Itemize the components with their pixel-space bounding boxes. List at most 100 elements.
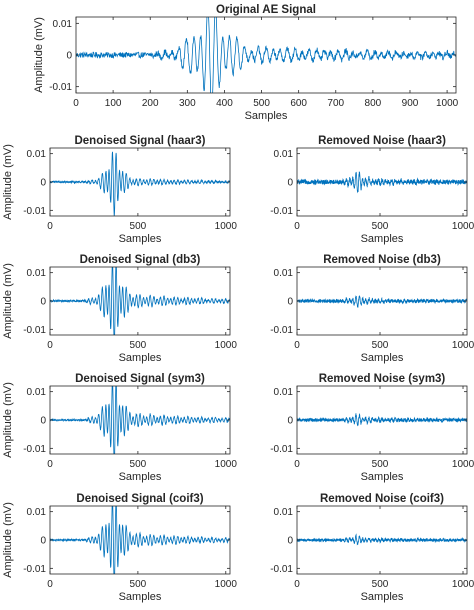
series-line: [297, 413, 467, 427]
x-tick-label: 0: [47, 340, 53, 351]
x-tick-label: 1000: [452, 340, 474, 351]
x-tick-label: 500: [130, 340, 147, 351]
y-axis-label: Amplitude (mV): [2, 263, 14, 339]
y-tick-label: -0.01: [270, 564, 293, 575]
y-tick-label: 0: [287, 178, 293, 189]
y-tick-label: 0: [40, 178, 46, 189]
chart-title: Removed Noise (haar3): [318, 135, 446, 147]
x-tick-label: 1000: [452, 221, 474, 232]
x-tick-label: 1000: [215, 459, 238, 470]
y-tick-label: 0: [66, 51, 72, 62]
y-tick-label: 0.01: [27, 149, 47, 160]
chart-title: Denoised Signal (sym3): [75, 373, 205, 385]
x-axis-label: Samples: [245, 110, 288, 122]
x-tick-label: 0: [294, 579, 300, 590]
y-tick-label: 0.01: [274, 268, 294, 279]
x-tick-label: 0: [294, 340, 300, 351]
x-tick-label: 0: [47, 459, 53, 470]
x-axis-label: Samples: [361, 352, 404, 364]
x-tick-label: 400: [216, 98, 233, 109]
chart-title: Original AE Signal: [216, 4, 316, 16]
x-tick-label: 500: [253, 98, 270, 109]
x-tick-label: 100: [105, 98, 122, 109]
x-tick-label: 500: [372, 340, 389, 351]
x-tick-label: 0: [73, 98, 79, 109]
y-tick-label: -0.01: [23, 325, 46, 336]
x-tick-label: 1000: [215, 579, 238, 590]
x-tick-label: 500: [130, 579, 147, 590]
x-tick-label: 700: [327, 98, 344, 109]
y-tick-label: 0.01: [27, 387, 47, 398]
x-axis-label: Samples: [361, 233, 404, 245]
x-tick-label: 1000: [215, 340, 238, 351]
x-tick-label: 300: [179, 98, 196, 109]
x-tick-label: 1000: [452, 579, 474, 590]
x-tick-label: 0: [47, 221, 53, 232]
y-tick-label: 0: [40, 416, 46, 427]
x-axis-label: Samples: [361, 591, 404, 603]
y-tick-label: 0.01: [27, 507, 47, 518]
x-tick-label: 1000: [452, 459, 474, 470]
y-tick-label: -0.01: [23, 444, 46, 455]
y-tick-label: 0.01: [27, 268, 47, 279]
x-axis-label: Samples: [119, 352, 162, 364]
x-tick-label: 500: [372, 221, 389, 232]
chart-title: Removed Noise (coif3): [320, 493, 444, 505]
series-line: [297, 295, 467, 308]
y-tick-label: 0: [40, 297, 46, 308]
y-tick-label: 0.01: [274, 387, 294, 398]
y-axis-label: Amplitude (mV): [2, 502, 14, 578]
y-axis-label: Amplitude (mV): [33, 17, 45, 93]
y-tick-label: 0: [287, 416, 293, 427]
x-tick-label: 1000: [436, 98, 459, 109]
y-tick-label: -0.01: [270, 206, 293, 217]
series-line: [50, 267, 230, 335]
x-tick-label: 500: [130, 221, 147, 232]
chart-title: Denoised Signal (db3): [80, 254, 201, 266]
series-line: [50, 386, 230, 454]
y-axis-label: Amplitude (mV): [2, 382, 14, 458]
chart-title: Removed Noise (sym3): [319, 373, 446, 385]
x-axis-label: Samples: [119, 233, 162, 245]
y-tick-label: -0.01: [23, 206, 46, 217]
y-tick-label: -0.01: [270, 444, 293, 455]
x-tick-label: 900: [402, 98, 419, 109]
x-axis-label: Samples: [119, 591, 162, 603]
y-tick-label: 0.01: [274, 507, 294, 518]
y-tick-label: 0.01: [53, 19, 73, 30]
series-line: [297, 533, 467, 546]
x-tick-label: 0: [47, 579, 53, 590]
x-axis-label: Samples: [361, 471, 404, 483]
x-tick-label: 0: [294, 221, 300, 232]
y-tick-label: 0.01: [274, 149, 294, 160]
chart-title: Denoised Signal (coif3): [76, 493, 203, 505]
series-line: [76, 17, 456, 93]
x-tick-label: 500: [130, 459, 147, 470]
y-tick-label: 0: [40, 536, 46, 547]
y-tick-label: 0: [287, 536, 293, 547]
chart-title: Removed Noise (db3): [323, 254, 441, 266]
series-line: [50, 151, 230, 216]
x-tick-label: 0: [294, 459, 300, 470]
y-tick-label: 0: [287, 297, 293, 308]
x-axis-label: Samples: [119, 471, 162, 483]
y-tick-label: -0.01: [270, 325, 293, 336]
y-tick-label: -0.01: [49, 82, 72, 93]
series-line: [50, 506, 230, 574]
x-tick-label: 800: [365, 98, 382, 109]
series-line: [297, 171, 467, 194]
x-tick-label: 1000: [215, 221, 238, 232]
chart-title: Denoised Signal (haar3): [74, 135, 205, 147]
y-tick-label: -0.01: [23, 564, 46, 575]
x-tick-label: 500: [372, 459, 389, 470]
x-tick-label: 200: [142, 98, 159, 109]
